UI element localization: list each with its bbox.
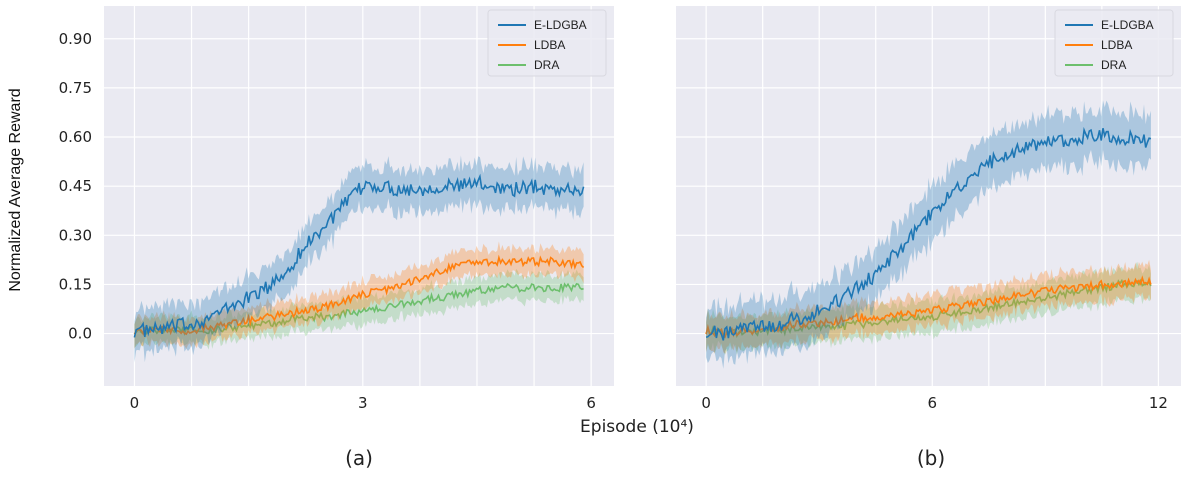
legend-box (487, 9, 607, 77)
grid (104, 6, 614, 386)
band-e-ldgba (134, 155, 584, 363)
series-group (705, 100, 1152, 369)
legend: E-LDGBA LDBA DRA (1054, 9, 1174, 77)
y-tick-label: 0.0 (68, 325, 92, 343)
y-tick-label: 0.15 (59, 275, 92, 293)
band-ldba (706, 259, 1151, 354)
x-tick-label: 12 (1149, 394, 1168, 412)
series-group (133, 155, 585, 363)
x-tick-label: 0 (701, 394, 711, 412)
panel-label-b: (b) (917, 446, 945, 470)
x-tick-label: 6 (927, 394, 937, 412)
legend-label-e-ldgba: E-LDGBA (534, 18, 587, 32)
x-tick-label: 6 (586, 394, 596, 412)
y-tick-label: 0.90 (59, 30, 92, 48)
panel-a: 0 3 6 0.0 0.15 0.30 0.45 0.60 0.75 0.90 E-LDGBA LDB… (59, 6, 614, 412)
panel-b: 0 6 12 E-LDGBA LDBA DRA (676, 6, 1181, 412)
legend-box (1054, 9, 1174, 77)
y-tick-label: 0.30 (59, 226, 92, 244)
series-line-ldba (133, 254, 585, 336)
legend-label-ldba: LDBA (534, 38, 565, 52)
x-axis-label: Episode (10⁴) (580, 417, 694, 437)
legend-label-e-ldgba: E-LDGBA (1101, 18, 1154, 32)
x-tick-label: 3 (358, 394, 368, 412)
y-tick-label: 0.45 (59, 177, 92, 195)
band-e-ldgba (706, 100, 1151, 369)
series-line-dra (705, 278, 1152, 339)
series-line-e-ldgba (705, 126, 1152, 341)
legend-label-dra: DRA (534, 58, 559, 72)
legend-label-ldba: LDBA (1101, 38, 1132, 52)
legend: E-LDGBA LDBA DRA (487, 9, 607, 77)
y-tick-label: 0.75 (59, 79, 92, 97)
panel-label-a: (a) (345, 446, 373, 470)
tick-labels: 0 3 6 0.0 0.15 0.30 0.45 0.60 0.75 0.90 (59, 30, 596, 412)
series-line-dra (133, 282, 584, 337)
x-tick-label: 0 (130, 394, 140, 412)
y-axis-label: Normalized Average Reward (7, 88, 24, 291)
legend-label-dra: DRA (1101, 58, 1126, 72)
y-tick-label: 0.60 (59, 128, 92, 146)
series-line-e-ldgba (133, 173, 585, 338)
tick-labels: 0 6 12 (701, 394, 1168, 412)
